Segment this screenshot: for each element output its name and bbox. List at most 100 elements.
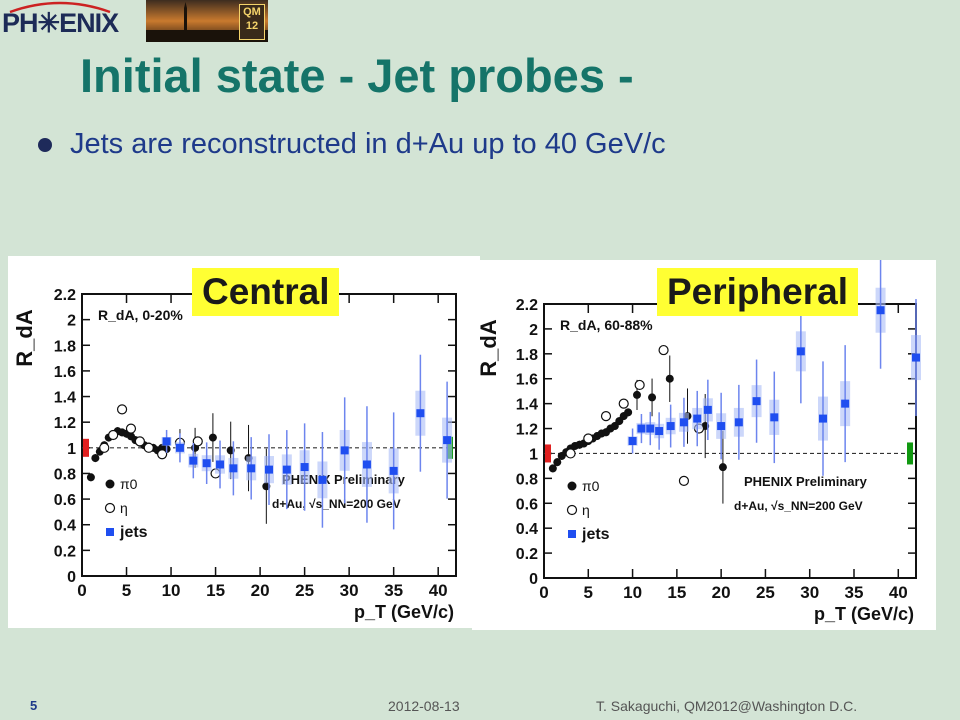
pi0-point — [553, 458, 562, 467]
jets-point — [162, 437, 171, 446]
phenix-logo: PH✳ENIX — [0, 0, 119, 40]
y-tick-label: 2 — [67, 313, 76, 330]
x-tick-label: 35 — [845, 583, 864, 602]
jets-point — [318, 475, 327, 484]
eta-point — [143, 442, 154, 453]
bullet-dot-icon — [38, 137, 52, 152]
jets-point — [229, 464, 238, 473]
y-tick-label: 0.6 — [516, 496, 538, 513]
x-tick-label: 40 — [429, 581, 448, 600]
qm-badge: QM 12 — [239, 4, 265, 40]
jets-point — [628, 437, 637, 445]
footer-date: 2012-08-13 — [388, 698, 460, 714]
annotation-preliminary: PHENIX Preliminary — [744, 474, 868, 489]
eta-point — [618, 398, 629, 409]
legend-eta-marker — [104, 502, 116, 514]
jets-point — [265, 465, 273, 474]
y-tick-label: 1.4 — [54, 390, 76, 407]
y-tick-label: 1.2 — [516, 422, 538, 439]
legend-jets-marker — [568, 530, 576, 538]
pi0-point — [624, 408, 633, 417]
jets-point — [282, 465, 291, 474]
eta-point — [116, 404, 128, 415]
eta-point — [583, 433, 594, 444]
x-tick-label: 10 — [623, 583, 642, 602]
jets-point — [679, 418, 688, 427]
phenix-logo-text: PH✳ENIX — [2, 7, 119, 38]
x-tick-label: 0 — [539, 583, 548, 602]
legend-eta-label: η — [120, 500, 128, 516]
jets-point — [666, 422, 675, 431]
page-number: 5 — [30, 698, 38, 713]
pi0-point — [86, 473, 95, 482]
y-tick-label: 1.6 — [54, 364, 76, 381]
jets-point — [717, 422, 726, 431]
y-tick-label: 1.8 — [516, 347, 538, 364]
annotation-energy: d+Au, √s_NN=200 GeV — [734, 499, 863, 513]
x-tick-label: 30 — [800, 583, 819, 602]
jets-point — [202, 459, 211, 468]
annotation-energy: d+Au, √s_NN=200 GeV — [272, 497, 401, 511]
chart-title: R_dA, 0-20% — [98, 307, 183, 323]
x-tick-label: 20 — [712, 583, 731, 602]
y-tick-label: 1.4 — [516, 397, 538, 414]
slide-title: Initial state - Jet probes - — [80, 49, 634, 102]
y-tick-label: 0.2 — [54, 543, 76, 560]
y-tick-label: 0 — [529, 571, 538, 588]
x-tick-label: 5 — [584, 583, 593, 602]
y-tick-label: 0.4 — [516, 521, 538, 538]
jets-point — [819, 414, 827, 423]
jets-point — [734, 418, 743, 427]
jets-point — [693, 414, 702, 423]
jets-point — [216, 460, 225, 469]
norm-box-red — [83, 438, 89, 457]
y-tick-label: 0.8 — [54, 466, 76, 483]
eta-point — [600, 410, 612, 422]
x-tick-label: 10 — [162, 581, 181, 600]
phenix-arc-icon — [9, 1, 111, 14]
footer-author: T. Sakaguchi, QM2012@Washington D.C. — [596, 698, 858, 714]
legend-jets-label: jets — [581, 526, 610, 543]
legend-pi0-label: π0 — [120, 476, 138, 492]
y-tick-label: 1.8 — [54, 338, 76, 355]
jets-point — [189, 456, 198, 465]
x-tick-label: 0 — [77, 581, 86, 600]
annotation-preliminary: PHENIX Preliminary — [282, 472, 406, 487]
pi0-point — [548, 464, 557, 473]
jets-point — [703, 405, 712, 414]
x-tick-label: 35 — [384, 581, 403, 600]
jets-point — [389, 466, 398, 475]
y-tick-label: 0.4 — [54, 518, 76, 535]
jets-point — [300, 463, 309, 472]
y-tick-label: 0 — [67, 569, 76, 586]
legend-pi0-marker — [567, 481, 577, 491]
central-chart-panel: 0 0.2 0.4 0.6 0.8 1 1.2 1.4 1.6 1.8 2 2.2 0 5 10 15 20 25… — [8, 256, 480, 628]
norm-box-red — [545, 444, 551, 463]
jets-point — [841, 399, 850, 408]
x-axis-label: p_T (GeV/c) — [354, 602, 454, 622]
x-tick-label: 25 — [295, 581, 314, 600]
bullet-item: Jets are reconstructed in d+Au up to 40 … — [38, 128, 666, 161]
pi0-point — [633, 390, 641, 399]
legend-jets-marker — [106, 528, 114, 536]
x-tick-label: 25 — [756, 583, 775, 602]
jets-point — [340, 446, 349, 455]
y-tick-label: 2.2 — [516, 297, 538, 314]
jets-point — [175, 443, 184, 452]
legend-pi0-label: π0 — [582, 478, 600, 494]
eta-point — [134, 436, 145, 447]
eta-point — [108, 429, 119, 441]
eta-point — [565, 448, 576, 459]
x-tick-label: 15 — [667, 583, 686, 602]
jets-point — [416, 409, 425, 418]
x-tick-label: 30 — [340, 581, 359, 600]
y-tick-label: 1.6 — [516, 372, 538, 389]
y-tick-label: 1.2 — [54, 415, 76, 432]
eta-point — [157, 449, 168, 460]
y-axis-label: R_dA — [476, 319, 501, 377]
x-tick-label: 15 — [206, 581, 225, 600]
eta-point — [678, 475, 690, 486]
y-tick-label: 1 — [529, 446, 538, 463]
pi0-point — [665, 374, 674, 383]
jets-point — [655, 427, 664, 436]
